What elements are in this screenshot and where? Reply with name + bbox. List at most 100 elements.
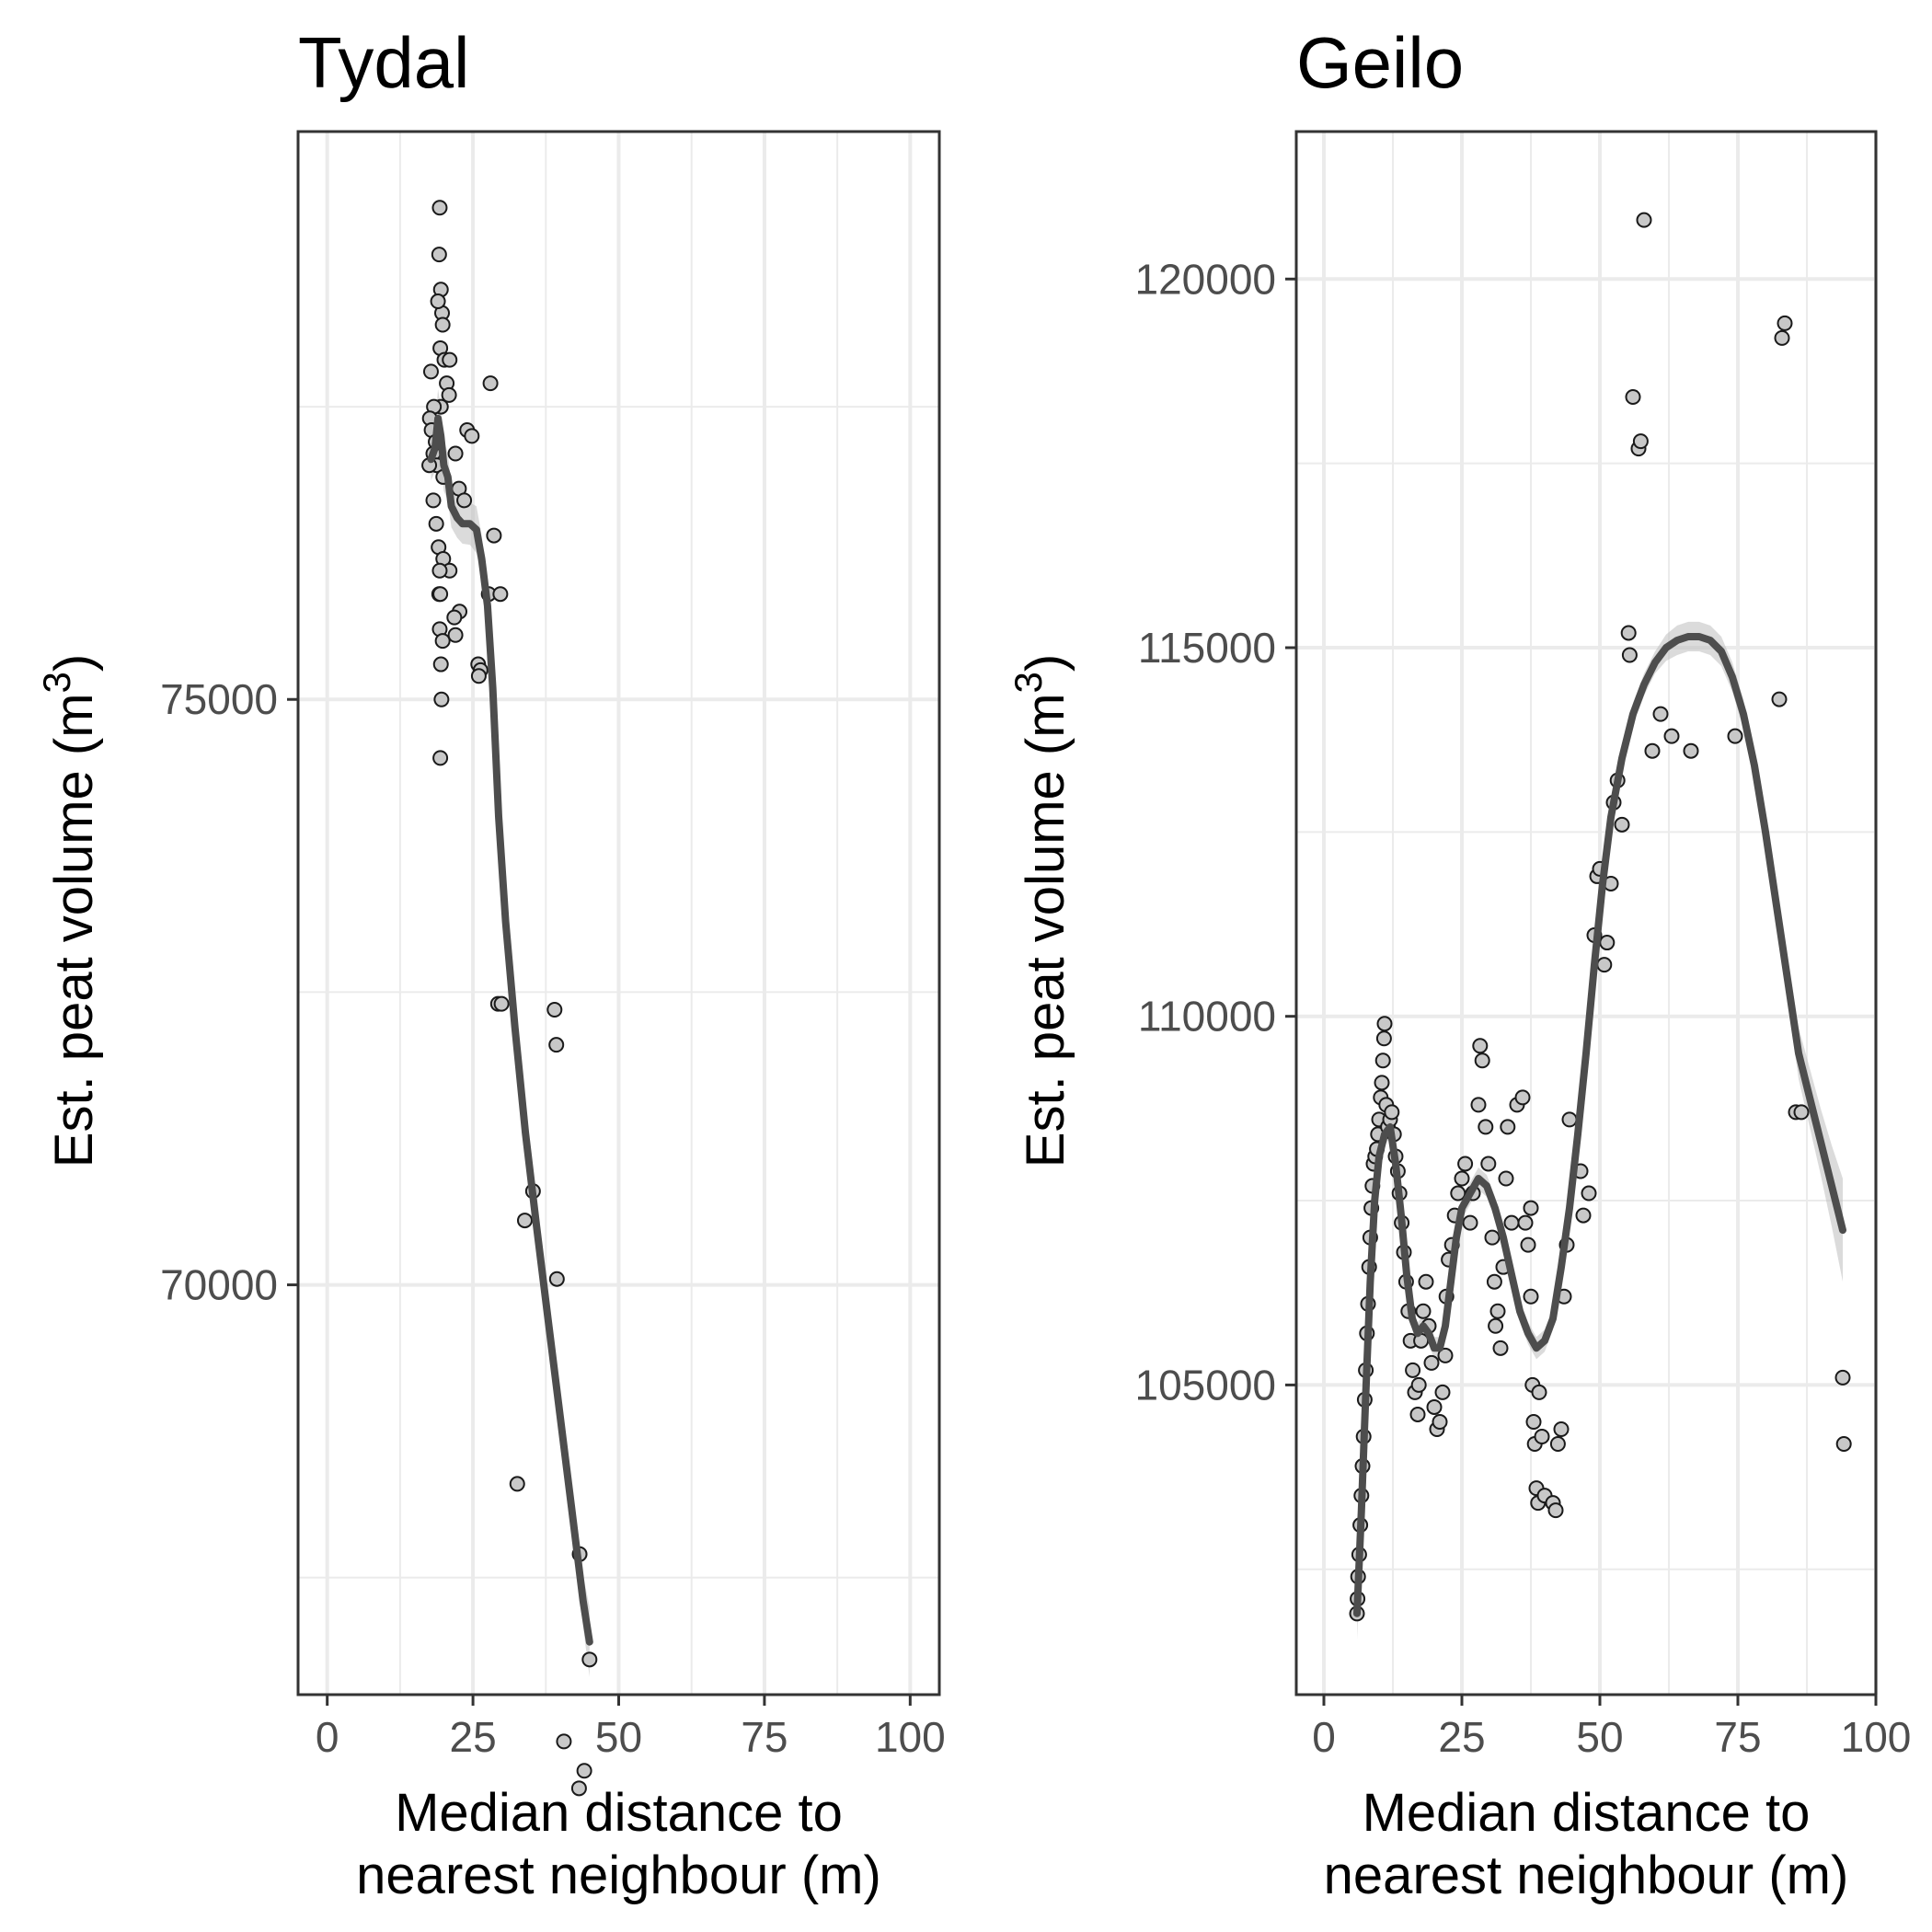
- data-point: [434, 633, 451, 650]
- y-tick-label: 75000: [160, 675, 278, 723]
- data-point: [1599, 935, 1616, 951]
- data-point: [570, 1780, 587, 1797]
- data-point: [576, 1763, 592, 1779]
- data-point: [447, 627, 464, 643]
- data-point: [1437, 1347, 1454, 1363]
- data-point: [464, 428, 480, 444]
- y-tick-label: 110000: [1138, 993, 1276, 1041]
- data-point: [1472, 1038, 1489, 1054]
- data-point: [1614, 816, 1630, 833]
- data-point: [581, 1651, 598, 1668]
- data-point: [1534, 1429, 1550, 1445]
- data-point: [548, 1037, 565, 1053]
- data-point: [1835, 1436, 1852, 1453]
- y-axis-title-main: Est. peat volume (m: [1016, 693, 1075, 1167]
- panel-border: [1294, 130, 1878, 1696]
- data-point: [1596, 957, 1613, 973]
- y-axis-title-close: ): [1016, 654, 1075, 672]
- data-point: [1374, 1075, 1390, 1091]
- data-point: [456, 492, 473, 509]
- data-point: [1418, 1273, 1434, 1290]
- data-point: [441, 386, 457, 403]
- data-point: [431, 200, 448, 216]
- smooth-trend-line: [1353, 633, 1846, 1617]
- data-point: [442, 351, 458, 368]
- data-point: [1432, 1413, 1448, 1430]
- smooth-trend-line: [427, 414, 593, 1646]
- data-point: [1405, 1362, 1421, 1378]
- data-point: [1777, 315, 1793, 331]
- x-tick-label: 100: [1841, 1713, 1912, 1761]
- data-point: [1462, 1214, 1478, 1231]
- data-point: [1520, 1236, 1536, 1253]
- data-point: [1484, 1229, 1501, 1246]
- data-point: [1486, 1273, 1502, 1290]
- data-point: [1547, 1502, 1564, 1519]
- data-point: [516, 1213, 533, 1229]
- y-axis-title: Est. peat volume (m3): [1006, 654, 1075, 1167]
- x-axis-title: Median distance to: [1363, 1783, 1811, 1843]
- x-axis-title: nearest neighbour (m): [1324, 1846, 1849, 1905]
- data-point: [548, 1271, 565, 1287]
- data-point: [1409, 1406, 1426, 1422]
- data-point: [1663, 728, 1680, 744]
- data-point: [1727, 728, 1743, 744]
- y-axis-title-sup: 3: [35, 672, 78, 693]
- data-point: [1434, 1384, 1451, 1400]
- x-tick-label: 25: [1438, 1713, 1485, 1761]
- data-point: [1553, 1420, 1570, 1437]
- data-point: [1415, 1303, 1432, 1319]
- data-point: [431, 247, 447, 263]
- data-point: [1470, 1097, 1487, 1113]
- data-point: [1423, 1354, 1440, 1371]
- data-point: [1581, 1185, 1597, 1202]
- data-point: [509, 1476, 525, 1492]
- data-point: [1488, 1317, 1504, 1334]
- plot-area: [1296, 132, 1876, 1695]
- x-axis-title: Median distance to: [395, 1783, 843, 1843]
- y-axis-title-main: Est. peat volume (m: [44, 693, 104, 1167]
- data-point: [1478, 1119, 1494, 1135]
- data-point: [1652, 706, 1669, 722]
- y-axis-title-close: ): [44, 654, 104, 672]
- data-point: [1523, 1288, 1539, 1305]
- data-point: [432, 750, 449, 766]
- data-point: [1793, 1104, 1810, 1121]
- y-tick-label: 120000: [1135, 255, 1277, 303]
- data-point: [1620, 625, 1637, 641]
- data-point: [1774, 329, 1790, 346]
- data-point: [446, 609, 463, 626]
- data-point: [1457, 1156, 1474, 1172]
- data-point: [433, 691, 450, 707]
- x-tick-label: 0: [316, 1713, 339, 1761]
- x-tick-label: 75: [1714, 1713, 1761, 1761]
- data-point: [1636, 212, 1652, 228]
- y-axis-title-sup: 3: [1006, 672, 1050, 693]
- data-point: [556, 1733, 572, 1750]
- x-tick-label: 0: [1312, 1713, 1336, 1761]
- data-point: [1549, 1436, 1566, 1453]
- data-point: [482, 375, 499, 392]
- data-point: [1644, 742, 1661, 759]
- x-tick-label: 75: [741, 1713, 788, 1761]
- data-point: [1514, 1089, 1531, 1106]
- data-point: [447, 445, 464, 462]
- panel-geilo: Geilo 0 25 50 75 100 105000 110000 115000 120000 M…: [1006, 22, 1911, 1905]
- y-tick-label: 70000: [160, 1261, 278, 1309]
- data-point: [432, 656, 449, 673]
- data-point: [492, 586, 509, 603]
- data-point: [1384, 1104, 1400, 1121]
- data-point: [1621, 647, 1638, 663]
- data-point: [1834, 1369, 1851, 1386]
- panel-title: Geilo: [1296, 22, 1464, 103]
- data-point: [1375, 1030, 1392, 1047]
- x-tick-label: 50: [595, 1713, 642, 1761]
- data-point: [434, 316, 451, 333]
- data-point: [1531, 1384, 1547, 1400]
- data-point: [1561, 1111, 1578, 1128]
- x-axis-title: nearest neighbour (m): [356, 1846, 881, 1905]
- data-point: [1632, 433, 1649, 450]
- data-point: [1474, 1052, 1490, 1069]
- data-point: [1492, 1340, 1509, 1356]
